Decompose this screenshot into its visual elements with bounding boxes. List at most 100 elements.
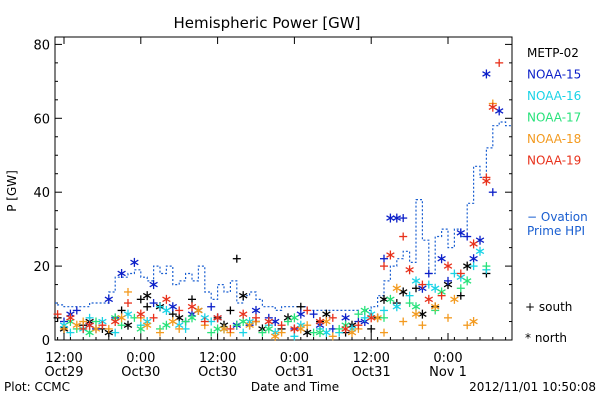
legend-noaa-18: NOAA-18 <box>527 132 581 146</box>
north-point <box>72 320 82 330</box>
south-point <box>360 313 369 322</box>
north-point <box>162 294 171 304</box>
south-point <box>399 214 408 223</box>
north-point <box>315 317 325 327</box>
south-point <box>104 324 113 333</box>
legend-noaa-16: NOAA-16 <box>527 89 581 103</box>
south-point <box>399 232 408 241</box>
y-tick-label: 40 <box>33 186 50 201</box>
south-point <box>232 254 241 263</box>
south-point <box>418 280 427 289</box>
series-noaa-19 <box>53 58 504 334</box>
north-point <box>142 320 152 330</box>
south-point <box>175 306 184 315</box>
north-point <box>366 313 376 323</box>
south-point <box>149 299 158 308</box>
south-point <box>98 321 107 330</box>
south-point <box>405 299 414 308</box>
x-tick-date-label: Oct30 <box>198 365 237 380</box>
south-point <box>168 310 177 319</box>
north-point <box>450 294 459 304</box>
ovation-step-path <box>55 121 512 315</box>
south-point <box>405 291 414 300</box>
south-point <box>380 254 388 263</box>
north-point <box>238 309 248 319</box>
south-point <box>367 324 376 333</box>
north-point <box>430 302 440 312</box>
y-axis-ticks: 0 20 40 60 80 <box>33 38 512 349</box>
south-point <box>207 328 216 337</box>
x-tick-time-label: 0:00 <box>433 351 462 366</box>
south-point <box>85 313 94 322</box>
series-noaa-16 <box>59 246 491 341</box>
north-point <box>482 176 491 186</box>
y-tick-label: 60 <box>33 112 50 127</box>
y-tick-label: 80 <box>33 38 50 53</box>
south-point <box>456 269 465 278</box>
north-point <box>238 291 248 301</box>
south-point <box>309 310 318 319</box>
north-point <box>110 317 120 327</box>
south-point <box>239 328 248 337</box>
north-point <box>392 213 402 223</box>
north-point <box>443 261 453 271</box>
legend-south: + south <box>525 300 572 314</box>
south-point <box>124 287 132 296</box>
south-point <box>200 317 209 326</box>
footer-left: Plot: CCMC <box>4 380 70 394</box>
y-tick-label: 20 <box>33 260 50 275</box>
north-point <box>469 239 478 249</box>
ovation-line <box>55 121 512 315</box>
south-point <box>79 317 88 326</box>
chart-title: Hemispheric Power [GW] <box>174 14 361 32</box>
north-point <box>66 313 75 323</box>
south-point <box>328 313 337 322</box>
south-point <box>482 262 491 271</box>
south-point <box>418 321 427 330</box>
north-point <box>162 305 171 315</box>
south-point <box>175 324 184 333</box>
north-point <box>482 69 491 79</box>
legend-metp-02: METP-02 <box>527 46 579 60</box>
south-point <box>424 269 433 278</box>
north-point <box>341 324 350 334</box>
north-point <box>411 309 421 319</box>
north-point <box>130 257 139 267</box>
north-point <box>437 254 446 264</box>
north-point <box>379 294 389 304</box>
legend-north: * north <box>525 331 567 345</box>
north-point <box>136 309 146 319</box>
south-point <box>72 306 81 315</box>
y-tick-label: 0 <box>42 334 50 349</box>
south-point <box>469 262 478 271</box>
north-point <box>315 328 325 338</box>
north-point <box>213 313 222 323</box>
south-point <box>335 324 344 333</box>
south-point <box>437 291 446 300</box>
south-point <box>463 321 472 330</box>
north-point <box>117 268 126 278</box>
north-point <box>187 313 197 323</box>
legend-noaa-17: NOAA-17 <box>527 111 581 125</box>
north-point <box>168 317 178 327</box>
north-point <box>462 276 472 286</box>
south-point <box>149 313 158 322</box>
south-point <box>181 317 190 326</box>
x-tick-date-label: Oct31 <box>275 365 314 380</box>
south-point <box>92 317 100 326</box>
south-point <box>284 317 292 326</box>
legend-noaa-15: NOAA-15 <box>527 68 581 82</box>
south-point <box>412 284 420 293</box>
south-point <box>252 313 260 322</box>
x-tick-date-label: Nov 1 <box>429 365 467 380</box>
south-point <box>290 332 299 341</box>
north-point <box>386 213 395 223</box>
south-point <box>66 328 75 337</box>
north-point <box>418 309 427 319</box>
legend-ovation-line2: Prime HPI <box>527 224 585 238</box>
north-point <box>85 320 94 330</box>
south-point <box>117 306 126 315</box>
south-point <box>354 321 363 330</box>
south-point <box>226 324 235 333</box>
